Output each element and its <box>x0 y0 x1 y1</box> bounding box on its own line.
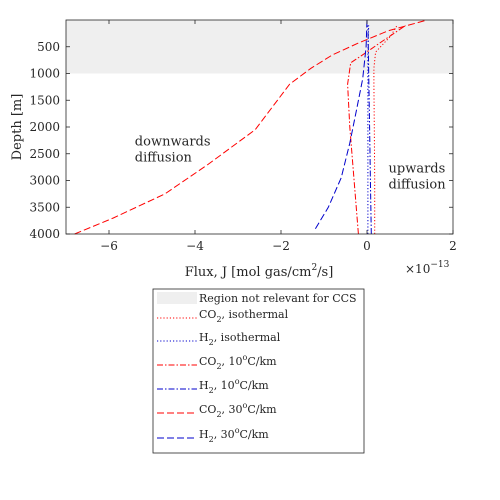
y-tick-label-1: 1000 <box>29 67 60 81</box>
legend: Region not relevant for CCS CO2, isother… <box>152 288 365 454</box>
annotation-downwards: downwards diffusion <box>135 135 215 166</box>
x-tick-label-2: −2 <box>272 239 290 253</box>
y-tick-label-3: 2000 <box>29 120 60 134</box>
annotation-downwards-line1: downwards <box>135 135 211 150</box>
x-axis-label-tail: /s] <box>317 265 333 280</box>
legend-label-co2-isothermal: CO2, isothermal <box>199 308 289 324</box>
y-tick-label-4: 2500 <box>29 147 60 161</box>
y-tick-label-0: 500 <box>37 40 60 54</box>
x-tick-label-4: 2 <box>449 239 457 253</box>
legend-label-co2-30: CO2, 30oC/km <box>199 401 277 419</box>
legend-label-h2-30: H2, 30oC/km <box>199 426 269 444</box>
legend-label-co2-10: CO2, 10oC/km <box>199 353 277 371</box>
series-line-4 <box>74 19 428 235</box>
legend-label-h2-10: H2, 10oC/km <box>199 377 269 395</box>
x-axis-label-sup: 2 <box>311 263 317 273</box>
y-tick-label-2: 1500 <box>29 93 60 107</box>
legend-label-shaded: Region not relevant for CCS <box>199 292 357 305</box>
y-tick-label-7: 4000 <box>29 227 60 241</box>
series-line-0 <box>373 25 398 234</box>
x-tick-label-1: −4 <box>186 239 204 253</box>
annotation-upwards: upwards diffusion <box>389 161 450 192</box>
shaded-region <box>66 20 453 74</box>
x-tick-label-3: 0 <box>363 239 371 253</box>
y-axis-label: Depth [m] <box>10 94 25 161</box>
annotation-upwards-line2: diffusion <box>389 177 447 192</box>
series-layer <box>74 19 428 235</box>
annotation-upwards-line1: upwards <box>389 161 446 176</box>
x-axis-label-main: Flux, J [mol gas/cm <box>185 265 312 280</box>
series-line-5 <box>314 19 368 229</box>
annotation-downwards-line2: diffusion <box>135 151 193 166</box>
series-line-2 <box>347 24 406 235</box>
y-tick-label-6: 3500 <box>29 200 60 214</box>
legend-label-h2-isothermal: H2, isothermal <box>199 331 281 347</box>
x-axis-label: Flux, J [mol gas/cm2/s] <box>185 263 334 280</box>
series-line-1 <box>367 25 370 234</box>
legend-swatch-shaded <box>157 292 197 304</box>
y-tick-label-5: 3000 <box>29 174 60 188</box>
legend-box <box>152 288 365 454</box>
x-scale-base: ×10 <box>405 262 430 276</box>
x-scale-exponent: −13 <box>430 260 449 270</box>
x-scale-factor: ×10−13 <box>405 260 450 276</box>
x-tick-label-0: −6 <box>100 239 118 253</box>
